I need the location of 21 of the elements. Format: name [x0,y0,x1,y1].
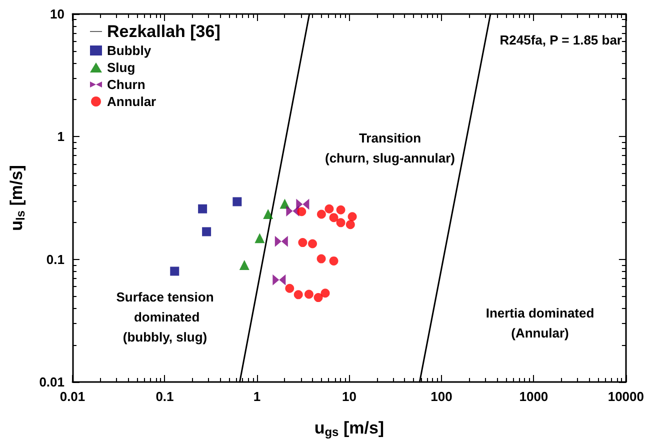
annotation: R245fa, P = 1.85 bar [500,32,622,48]
annotation: Inertia dominated (Annular) [486,306,594,340]
x-tick-label: 10000 [608,389,644,404]
legend-label: Annular [107,94,156,109]
x-tick-label: 10 [342,389,356,404]
y-axis-title: uls [m/s] [7,165,28,231]
legend-label: Rezkallah [36] [107,22,220,41]
x-tick-label: 0.1 [156,389,174,404]
x-tick-label: 1 [253,389,261,404]
legend-label: Churn [107,77,146,92]
y-tick-label: 0.1 [46,252,64,267]
y-tick-label: 10 [50,6,64,22]
y-tick-label: 0.01 [39,374,64,390]
x-tick-label: 1000 [519,389,548,404]
y-tick-label: 1 [57,129,64,144]
x-tick-label: 0.01 [60,389,86,404]
legend-label: Bubbly [107,43,152,58]
annotation: Transition (churn, slug-annular) [325,130,455,166]
annotation: Surface tension dominated (bubbly, slug) [116,290,214,344]
legend-label: Slug [107,60,136,75]
x-tick-label: 100 [430,389,452,404]
